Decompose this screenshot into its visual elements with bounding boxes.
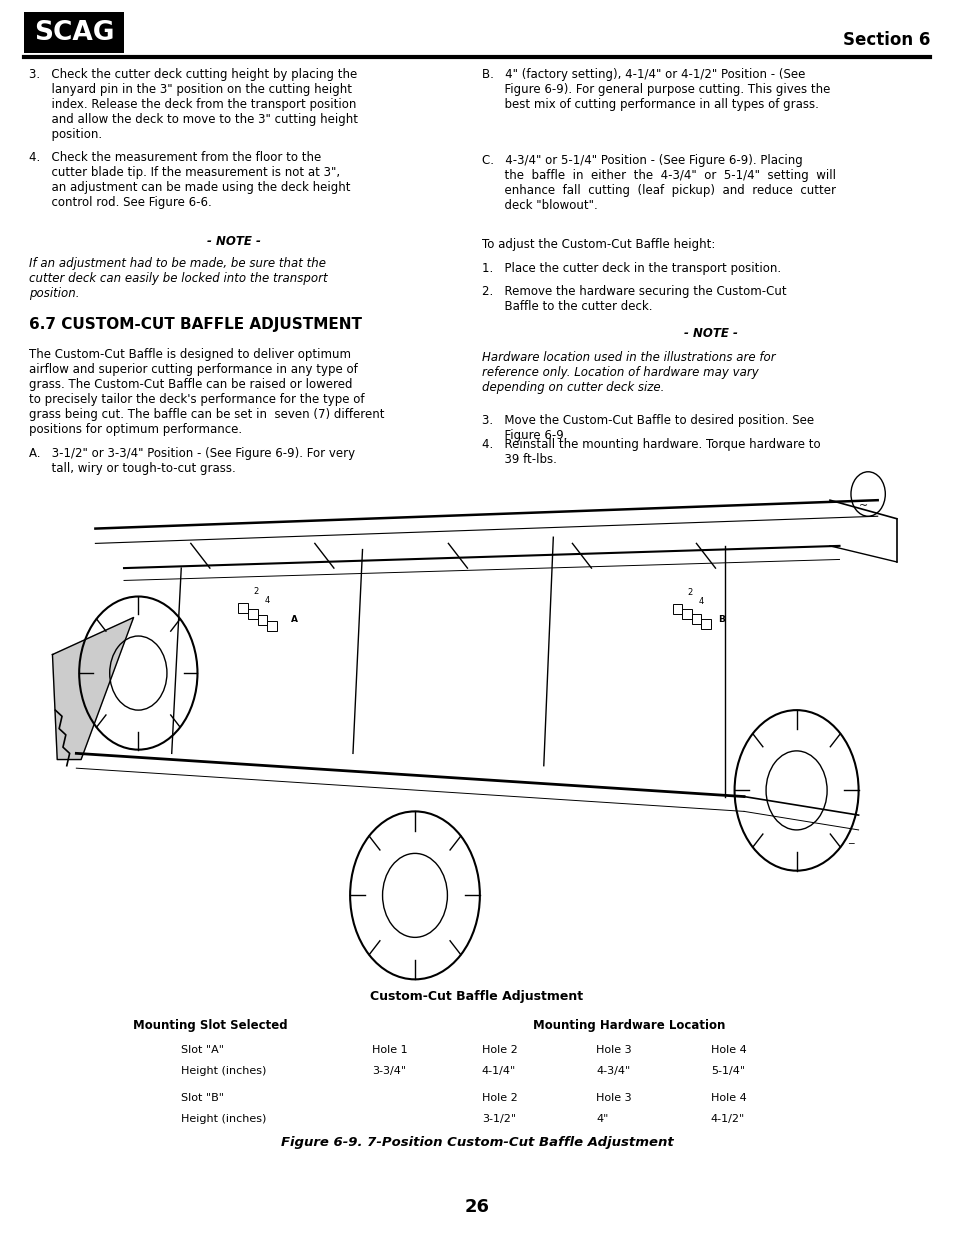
Text: Slot "A": Slot "A": [181, 1045, 224, 1055]
Text: 4.   Reinstall the mounting hardware. Torque hardware to
      39 ft-lbs.: 4. Reinstall the mounting hardware. Torq…: [481, 438, 820, 467]
Text: SCAG: SCAG: [34, 20, 114, 46]
Text: B.   4" (factory setting), 4-1/4" or 4-1/2" Position - (See
      Figure 6-9). F: B. 4" (factory setting), 4-1/4" or 4-1/2…: [481, 68, 829, 111]
Text: 4-1/4": 4-1/4": [481, 1066, 516, 1076]
Text: 3.   Check the cutter deck cutting height by placing the
      lanyard pin in th: 3. Check the cutter deck cutting height …: [29, 68, 357, 141]
Text: Height (inches): Height (inches): [181, 1114, 266, 1124]
Text: Hole 4: Hole 4: [710, 1045, 745, 1055]
Text: 4: 4: [264, 595, 270, 605]
Text: 26: 26: [464, 1198, 489, 1216]
Text: 4-3/4": 4-3/4": [596, 1066, 630, 1076]
Text: 4": 4": [596, 1114, 608, 1124]
FancyBboxPatch shape: [267, 621, 276, 631]
Text: - NOTE -: - NOTE -: [683, 327, 737, 341]
Text: Hardware location used in the illustrations are for
reference only. Location of : Hardware location used in the illustrati…: [481, 351, 775, 394]
Text: 3-1/2": 3-1/2": [481, 1114, 516, 1124]
FancyBboxPatch shape: [691, 614, 700, 624]
Text: To adjust the Custom-Cut Baffle height:: To adjust the Custom-Cut Baffle height:: [481, 238, 715, 252]
FancyBboxPatch shape: [238, 603, 248, 613]
Text: 6.7 CUSTOM-CUT BAFFLE ADJUSTMENT: 6.7 CUSTOM-CUT BAFFLE ADJUSTMENT: [29, 317, 361, 332]
Text: Mounting Hardware Location: Mounting Hardware Location: [533, 1019, 725, 1032]
Text: Mounting Slot Selected: Mounting Slot Selected: [132, 1019, 287, 1032]
Text: 2: 2: [253, 587, 258, 597]
Text: Hole 1: Hole 1: [372, 1045, 407, 1055]
Text: Hole 2: Hole 2: [481, 1045, 517, 1055]
Text: Figure 6-9. 7-Position Custom-Cut Baffle Adjustment: Figure 6-9. 7-Position Custom-Cut Baffle…: [280, 1136, 673, 1150]
Text: If an adjustment had to be made, be sure that the
cutter deck can easily be lock: If an adjustment had to be made, be sure…: [29, 257, 327, 300]
Text: Custom-Cut Baffle Adjustment: Custom-Cut Baffle Adjustment: [370, 990, 583, 1004]
Text: 1.   Place the cutter deck in the transport position.: 1. Place the cutter deck in the transpor…: [481, 262, 781, 275]
Text: The Custom-Cut Baffle is designed to deliver optimum
airflow and superior cuttin: The Custom-Cut Baffle is designed to del…: [29, 348, 384, 436]
Text: Hole 3: Hole 3: [596, 1045, 631, 1055]
Text: 2: 2: [686, 588, 692, 598]
Text: - NOTE -: - NOTE -: [207, 235, 260, 248]
Text: C.   4-3/4" or 5-1/4" Position - (See Figure 6-9). Placing
      the  baffle  in: C. 4-3/4" or 5-1/4" Position - (See Figu…: [481, 154, 835, 212]
Text: 4.   Check the measurement from the floor to the
      cutter blade tip. If the : 4. Check the measurement from the floor …: [29, 151, 350, 209]
Text: 3-3/4": 3-3/4": [372, 1066, 406, 1076]
Text: Hole 3: Hole 3: [596, 1093, 631, 1103]
Text: Hole 2: Hole 2: [481, 1093, 517, 1103]
Text: Height (inches): Height (inches): [181, 1066, 266, 1076]
Text: 4: 4: [698, 597, 703, 606]
FancyBboxPatch shape: [248, 609, 257, 619]
FancyBboxPatch shape: [24, 12, 124, 53]
Text: _: _: [847, 834, 853, 844]
Polygon shape: [52, 618, 133, 760]
Text: Hole 4: Hole 4: [710, 1093, 745, 1103]
Text: B: B: [718, 615, 724, 625]
Text: 2.   Remove the hardware securing the Custom-Cut
      Baffle to the cutter deck: 2. Remove the hardware securing the Cust…: [481, 285, 785, 314]
FancyBboxPatch shape: [672, 604, 681, 614]
Text: 5-1/4": 5-1/4": [710, 1066, 744, 1076]
Text: A.   3-1/2" or 3-3/4" Position - (See Figure 6-9). For very
      tall, wiry or : A. 3-1/2" or 3-3/4" Position - (See Figu…: [29, 447, 355, 475]
FancyBboxPatch shape: [700, 619, 710, 629]
Text: A: A: [291, 615, 297, 625]
FancyBboxPatch shape: [681, 609, 691, 619]
Text: Slot "B": Slot "B": [181, 1093, 224, 1103]
Text: Section 6: Section 6: [841, 31, 929, 48]
Text: ~: ~: [858, 501, 867, 511]
Text: 4-1/2": 4-1/2": [710, 1114, 744, 1124]
FancyBboxPatch shape: [257, 615, 267, 625]
FancyBboxPatch shape: [29, 494, 924, 988]
Text: 3.   Move the Custom-Cut Baffle to desired position. See
      Figure 6-9.: 3. Move the Custom-Cut Baffle to desired…: [481, 414, 813, 442]
